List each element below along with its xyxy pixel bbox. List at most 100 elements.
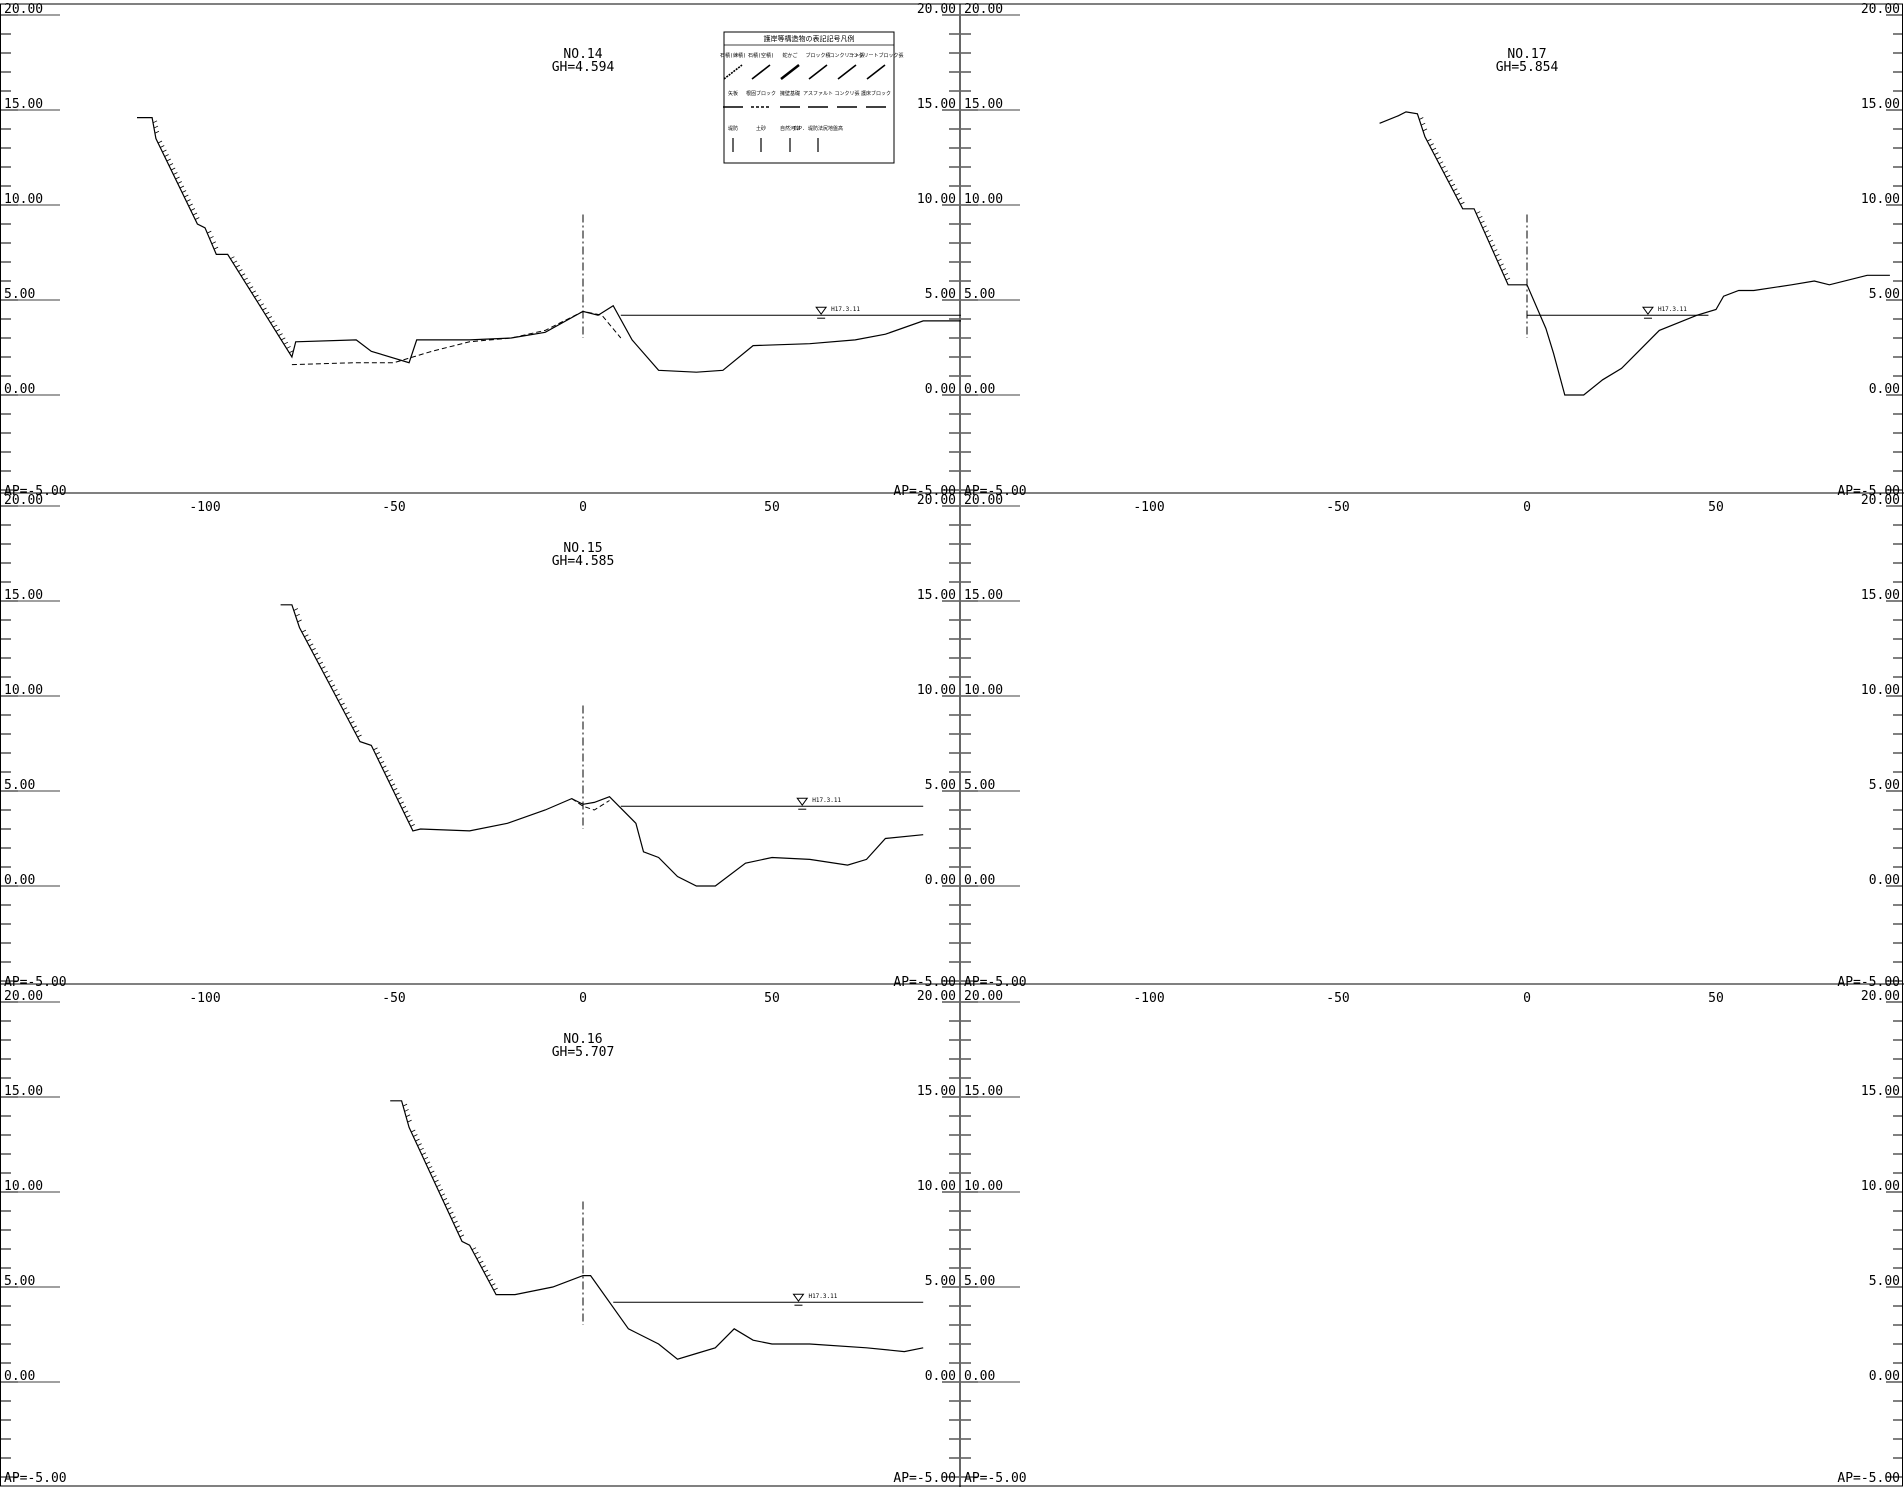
revetment-hatch bbox=[1434, 152, 1439, 156]
revetment-hatch bbox=[373, 747, 378, 751]
legend-item-label: アスファルト bbox=[803, 91, 833, 97]
ground-profile bbox=[1379, 111, 1890, 396]
revetment-hatch bbox=[440, 1193, 446, 1197]
revetment-hatch bbox=[1503, 272, 1509, 276]
revetment-hatch bbox=[449, 1211, 454, 1215]
revetment-hatch bbox=[313, 652, 319, 656]
revetment-hatch bbox=[173, 172, 178, 175]
legend-item-label: 蛇かご bbox=[782, 52, 797, 59]
revetment-hatch bbox=[256, 299, 262, 302]
legend-item-label: 矢板 bbox=[728, 90, 738, 97]
revetment-hatch bbox=[403, 810, 409, 814]
revetment-hatch bbox=[1486, 234, 1492, 238]
revetment-hatch bbox=[157, 140, 163, 144]
ground-profile bbox=[390, 1100, 924, 1360]
y-tick-label: 5.00 bbox=[925, 1274, 956, 1289]
y-tick-label: 5.00 bbox=[4, 287, 35, 302]
y-tick-label: 0.00 bbox=[964, 382, 995, 397]
revetment-hatch bbox=[442, 1198, 448, 1201]
revetment-hatch bbox=[1480, 220, 1485, 224]
ground-height-label: GH=4.594 bbox=[552, 60, 615, 75]
revetment-hatch bbox=[168, 163, 174, 166]
revetment-hatch bbox=[297, 619, 302, 623]
y-tick-label: 10.00 bbox=[964, 1179, 1003, 1194]
section-title: NO.17 bbox=[1507, 47, 1546, 62]
x-tick-label: -100 bbox=[189, 991, 220, 1006]
revetment-hatch bbox=[1505, 277, 1511, 281]
y-min-label: AP=-5.00 bbox=[1837, 975, 1900, 990]
legend-border bbox=[723, 31, 895, 164]
y-tick-label: 15.00 bbox=[917, 588, 956, 603]
y-tick-label: 20.00 bbox=[1861, 989, 1900, 1004]
revetment-hatch bbox=[347, 716, 353, 720]
revetment-hatch bbox=[1488, 239, 1494, 243]
revetment-hatch bbox=[384, 770, 389, 773]
revetment-hatch bbox=[338, 698, 343, 701]
revetment-hatch bbox=[438, 1188, 443, 1192]
legend-item-label: 自然河岸 bbox=[780, 125, 800, 132]
y-tick-label: 5.00 bbox=[1869, 287, 1900, 302]
y-min-label: AP=-5.00 bbox=[964, 1471, 1027, 1486]
revetment-hatch bbox=[471, 1247, 477, 1251]
revetment-hatch bbox=[1495, 253, 1500, 257]
legend-symbol bbox=[751, 64, 771, 80]
revetment-hatch bbox=[1450, 183, 1456, 187]
y-tick-label: 0.00 bbox=[1869, 873, 1900, 888]
revetment-hatch bbox=[267, 316, 273, 319]
revetment-hatch bbox=[192, 212, 198, 216]
revetment-hatch bbox=[425, 1161, 431, 1165]
revetment-hatch bbox=[354, 730, 360, 733]
revetment-hatch bbox=[419, 1147, 424, 1151]
revetment-hatch bbox=[304, 634, 309, 638]
x-tick-label: -50 bbox=[1326, 991, 1349, 1006]
y-min-label: AP=-5.00 bbox=[4, 1471, 67, 1486]
y-tick-label: 15.00 bbox=[917, 97, 956, 112]
legend-item-label: T.P. 堤防法尻地盤高 bbox=[793, 125, 843, 132]
revetment-hatch bbox=[1448, 179, 1453, 183]
revetment-hatch bbox=[488, 1278, 494, 1282]
revetment-hatch bbox=[316, 657, 321, 660]
water-level-label: H17.3.11 bbox=[808, 1293, 837, 1300]
revetment-hatch bbox=[404, 1109, 409, 1112]
revetment-hatch bbox=[318, 661, 324, 665]
revetment-hatch bbox=[444, 1202, 450, 1206]
revetment-hatch bbox=[330, 684, 336, 688]
revetment-hatch bbox=[248, 286, 254, 289]
y-tick-label: 20.00 bbox=[964, 493, 1003, 508]
legend-item-label: 護床ブロック bbox=[861, 90, 891, 97]
water-level-marker bbox=[1641, 306, 1654, 316]
water-level-label: H17.3.11 bbox=[1658, 306, 1687, 313]
revetment-hatch bbox=[379, 761, 385, 764]
revetment-hatch bbox=[152, 120, 158, 124]
revetment-hatch bbox=[447, 1207, 452, 1210]
y-min-label: AP=-5.00 bbox=[893, 975, 956, 990]
revetment-hatch bbox=[1501, 268, 1506, 271]
revetment-hatch bbox=[357, 734, 362, 738]
revetment-hatch bbox=[483, 1269, 489, 1273]
revetment-hatch bbox=[232, 260, 238, 264]
revetment-hatch bbox=[1455, 192, 1460, 196]
y-tick-label: 0.00 bbox=[964, 1369, 995, 1384]
y-tick-label: 5.00 bbox=[4, 1274, 35, 1289]
revetment-hatch bbox=[190, 208, 196, 211]
legend-item-label: 根固ブロック bbox=[746, 90, 776, 97]
y-tick-label: 15.00 bbox=[1861, 588, 1900, 603]
revetment-hatch bbox=[306, 638, 311, 642]
section-title: NO.14 bbox=[563, 47, 602, 62]
y-tick-label: 15.00 bbox=[4, 97, 43, 112]
revetment-hatch bbox=[491, 1283, 496, 1286]
old-profile bbox=[291, 310, 622, 366]
legend-item-label: 石積(空積) bbox=[748, 52, 774, 59]
revetment-hatch bbox=[432, 1175, 437, 1178]
water-level-label: H17.3.11 bbox=[831, 306, 860, 313]
x-tick-label: 0 bbox=[1523, 500, 1531, 515]
revetment-hatch bbox=[1453, 188, 1458, 192]
revetment-hatch bbox=[1499, 263, 1504, 267]
revetment-hatch bbox=[195, 217, 200, 220]
revetment-hatch bbox=[275, 328, 281, 332]
revetment-hatch bbox=[476, 1256, 481, 1260]
y-tick-label: 10.00 bbox=[1861, 192, 1900, 207]
y-tick-label: 5.00 bbox=[1869, 778, 1900, 793]
legend-symbol bbox=[866, 64, 886, 80]
revetment-hatch bbox=[1484, 230, 1489, 233]
